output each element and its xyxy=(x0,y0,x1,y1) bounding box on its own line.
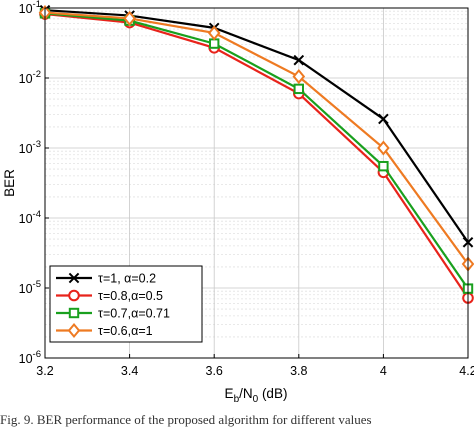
x-marker xyxy=(293,54,305,66)
legend-label: τ=1, α=0.2 xyxy=(98,272,156,286)
y-tick-label: 10-2 xyxy=(19,69,41,86)
legend-entry: τ=1, α=0.2 xyxy=(56,272,156,286)
series-line xyxy=(44,12,469,290)
square-marker xyxy=(293,83,305,95)
legend-entry: τ=0.6,α=1 xyxy=(56,322,153,339)
diamond-marker xyxy=(67,322,81,339)
square-marker xyxy=(68,307,80,319)
series-line xyxy=(44,12,469,299)
series-line xyxy=(44,9,469,243)
legend-label: τ=0.8,α=0.5 xyxy=(98,289,163,303)
x-marker xyxy=(68,272,80,284)
diamond-marker xyxy=(377,140,390,156)
y-tick-label: 10-6 xyxy=(19,349,41,366)
y-tick-label: 10-1 xyxy=(19,0,41,16)
legend: τ=1, α=0.2 τ=0.8,α=0.5 τ=0.7,α=0.71 τ=0.6,α… xyxy=(49,265,203,343)
x-axis-label: Eb/N0 (dB) xyxy=(225,386,288,405)
plot-frame xyxy=(44,7,469,359)
legend-label: τ=0.6,α=1 xyxy=(98,324,153,338)
x-tick-label: 3.4 xyxy=(121,364,138,378)
y-tick-label: 10-5 xyxy=(19,279,41,296)
y-axis-label: BER xyxy=(2,169,17,197)
diamond-marker xyxy=(292,68,306,85)
diamond-marker xyxy=(207,25,221,41)
x-tick-label: 4.2 xyxy=(459,364,474,378)
x-tick-label: 3.8 xyxy=(290,364,307,378)
circle-marker xyxy=(68,289,80,302)
figure-caption: Fig. 9. BER performance of the proposed … xyxy=(0,412,372,427)
series-4 xyxy=(38,5,474,272)
x-tick-label: 3.6 xyxy=(206,364,223,378)
square-marker xyxy=(378,160,389,172)
y-tick-label: 10-3 xyxy=(19,139,41,156)
square-marker xyxy=(209,38,220,49)
legend-label: τ=0.7,α=0.71 xyxy=(98,307,170,321)
y-tick-label: 10-4 xyxy=(19,209,41,226)
series-layer xyxy=(38,4,474,304)
x-marker xyxy=(378,113,389,125)
diamond-marker xyxy=(123,10,136,26)
x-tick-label: 3.2 xyxy=(36,364,53,378)
ber-chart: 3.2 3.4 3.6 3.8 4 4.2 10-610-510-410-310-210-… xyxy=(2,0,474,405)
y-ticks: 10-6 10-5 10-4 10-3 10-2 10-1 xyxy=(19,0,49,366)
legend-entry: τ=0.8,α=0.5 xyxy=(56,289,163,303)
x-tick-label: 4 xyxy=(380,364,387,378)
series-line xyxy=(44,11,469,265)
legend-entry: τ=0.7,α=0.71 xyxy=(56,307,170,321)
x-ticks: 3.2 3.4 3.6 3.8 4 4.2 xyxy=(36,354,474,378)
